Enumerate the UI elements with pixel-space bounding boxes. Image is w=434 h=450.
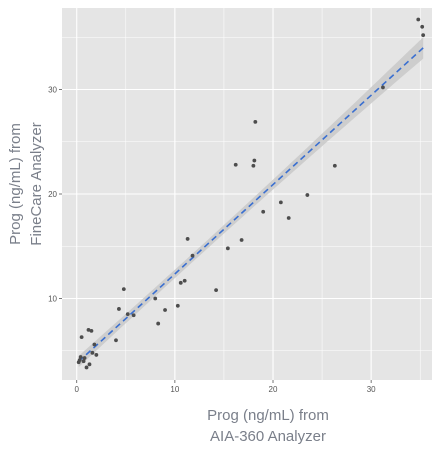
data-point [214,288,218,293]
data-point [305,193,310,197]
data-point [153,296,158,301]
y-tick-label: 30 [48,86,57,95]
data-point [79,335,84,340]
data-point [190,253,195,258]
x-tick-label: 30 [367,385,376,394]
data-point [420,24,425,29]
data-point [381,85,385,90]
regression-line [78,47,424,363]
x-tick-label: 10 [170,385,179,394]
data-point [94,353,99,357]
confidence-band [78,37,424,368]
data-point [81,359,86,364]
data-point [117,307,121,311]
data-point [185,237,190,241]
data-point [114,338,118,343]
y-axis-title-line-1: Prog (ng/mL) from [7,123,24,245]
data-point [261,209,266,214]
y-tick-label: 20 [48,190,57,199]
data-point [131,313,136,318]
data-point [84,365,89,370]
x-tick-label: 20 [269,385,278,394]
x-axis-title-line-1: Prog (ng/mL) from [207,407,329,424]
data-point [182,278,187,283]
data-point [332,163,337,168]
data-point [286,216,291,220]
data-points [76,17,426,370]
x-axis-title-line-2: AIA-360 Analyzer [210,428,326,445]
x-axis-ticks: 0 10 20 30 [74,380,376,394]
data-point [89,328,94,333]
data-point [233,162,238,167]
data-point [239,238,244,242]
data-point [78,355,83,359]
data-point [156,321,161,326]
data-point [77,358,82,363]
y-axis-title-line-2: FineCare Analyzer [28,122,45,245]
data-point [82,356,87,360]
data-point [251,163,256,168]
data-point [125,312,130,317]
x-tick-label: 0 [74,385,79,394]
data-point [121,287,126,291]
data-point [253,119,258,124]
data-point [87,362,92,367]
data-point [178,280,183,285]
data-point [416,17,421,22]
data-point [92,342,97,347]
data-point [175,303,180,308]
data-point [86,327,91,332]
data-point [421,33,426,38]
y-tick-label: 10 [48,294,57,303]
data-point [90,350,95,355]
data-point [278,200,283,205]
data-point [252,158,257,163]
grid-lines [62,8,432,380]
data-point [225,246,230,251]
y-axis-ticks: 10 20 30 [48,86,62,303]
data-point [163,308,167,312]
